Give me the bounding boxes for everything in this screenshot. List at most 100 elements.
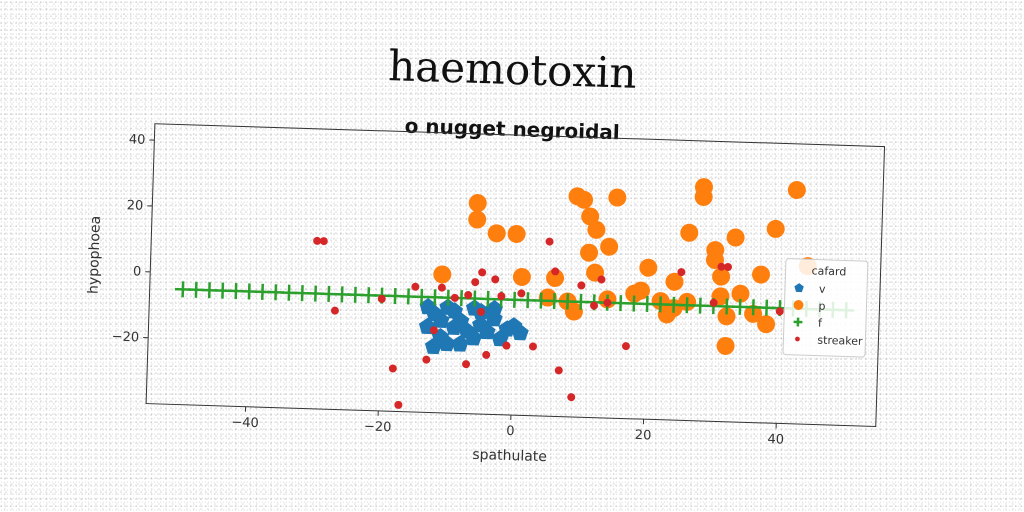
legend-box (782, 258, 869, 358)
data-point-p (787, 181, 806, 200)
legend-marker-v (794, 283, 804, 293)
x-tick-label: 40 (767, 432, 784, 448)
series-p (433, 178, 817, 355)
data-point-streaker (411, 282, 420, 291)
data-point-p (468, 194, 487, 213)
data-point-p (639, 258, 658, 277)
data-point-streaker (313, 236, 322, 245)
data-point-p (726, 228, 745, 247)
data-point-p (608, 188, 627, 207)
data-point-v (511, 323, 529, 341)
data-point-p (706, 241, 725, 260)
data-point-p (716, 336, 735, 355)
data-point-p (766, 219, 785, 238)
data-point-streaker (478, 268, 487, 277)
legend-label-f: f (818, 317, 823, 330)
series-f (174, 281, 855, 319)
x-tick-label: 0 (506, 424, 515, 439)
data-point-p (546, 268, 565, 287)
y-tick-label: 0 (133, 264, 142, 279)
data-point-v (478, 322, 496, 340)
data-point-streaker (590, 301, 599, 310)
data-point-streaker (377, 294, 386, 303)
data-point-streaker (497, 292, 506, 301)
data-point-streaker (545, 237, 554, 246)
legend: cafard vpf streaker (782, 258, 869, 358)
x-axis: −40 −20 0 20 40 (231, 406, 784, 448)
data-point-streaker (491, 275, 500, 284)
data-point-p (712, 267, 731, 286)
data-point-streaker (476, 307, 485, 316)
data-point-p (625, 284, 644, 303)
data-point-streaker (462, 360, 471, 369)
data-point-v (485, 300, 504, 317)
x-tick-label: −40 (231, 415, 259, 431)
data-point-p (731, 284, 750, 303)
x-tick-label: 20 (635, 428, 652, 444)
data-point-v (438, 334, 456, 352)
legend-label-streaker: streaker (817, 334, 863, 348)
data-point-p (600, 237, 619, 256)
legend-label-p: p (818, 300, 825, 313)
data-point-streaker (577, 281, 586, 290)
data-point-streaker (429, 326, 438, 335)
data-point-v (424, 337, 443, 355)
data-point-p (717, 307, 736, 326)
data-point-streaker (597, 275, 606, 284)
data-point-streaker (450, 293, 459, 302)
data-point-p (487, 224, 506, 243)
y-axis-label: hypophoea (86, 216, 104, 295)
data-point-v (419, 297, 437, 315)
legend-label-v: v (819, 283, 826, 296)
data-point-p (433, 265, 452, 284)
legend-marker-streaker (795, 336, 800, 342)
y-tick-label: 40 (129, 132, 146, 148)
y-tick-label: −20 (111, 330, 139, 346)
data-point-streaker (677, 268, 686, 277)
data-point-streaker (551, 267, 560, 276)
data-point-streaker (717, 262, 726, 271)
x-axis-label: spathulate (472, 447, 547, 465)
data-point-streaker (567, 393, 576, 402)
data-point-streaker (319, 237, 328, 246)
data-point-streaker (394, 400, 403, 409)
data-point-streaker (517, 289, 526, 298)
data-point-p (580, 243, 599, 262)
data-point-streaker (528, 342, 537, 351)
data-point-p (468, 210, 487, 229)
data-point-p (657, 305, 676, 324)
data-point-v (465, 329, 483, 346)
data-point-streaker (775, 307, 784, 316)
data-point-v (451, 335, 469, 352)
chart-subtitle: o nugget negroidal (404, 114, 620, 145)
series-v (418, 297, 529, 355)
data-point-streaker (621, 342, 630, 351)
data-point-p (512, 267, 531, 286)
data-point-p (757, 315, 776, 334)
data-point-streaker (464, 291, 473, 300)
data-point-streaker (437, 283, 446, 292)
y-axis: −20 0 20 40 (111, 132, 155, 346)
data-point-p (694, 187, 713, 206)
series-layer (174, 178, 855, 409)
x-tick-label: −20 (364, 419, 392, 435)
data-point-p (680, 223, 699, 242)
data-point-streaker (554, 366, 563, 375)
data-point-streaker (724, 262, 733, 271)
y-tick-label: 20 (127, 198, 144, 214)
data-point-p (751, 265, 770, 284)
data-point-streaker (502, 341, 511, 350)
legend-marker-p (793, 300, 804, 310)
data-point-p (587, 220, 606, 239)
legend-marker-f (793, 317, 803, 327)
data-point-p (507, 224, 526, 243)
data-point-streaker (603, 298, 612, 307)
data-point-p (575, 190, 594, 209)
data-point-streaker (388, 364, 397, 373)
data-point-streaker (330, 306, 339, 315)
series-streaker (313, 236, 784, 409)
data-point-streaker (471, 278, 480, 287)
data-point-p (581, 207, 600, 226)
data-point-streaker (422, 355, 431, 364)
